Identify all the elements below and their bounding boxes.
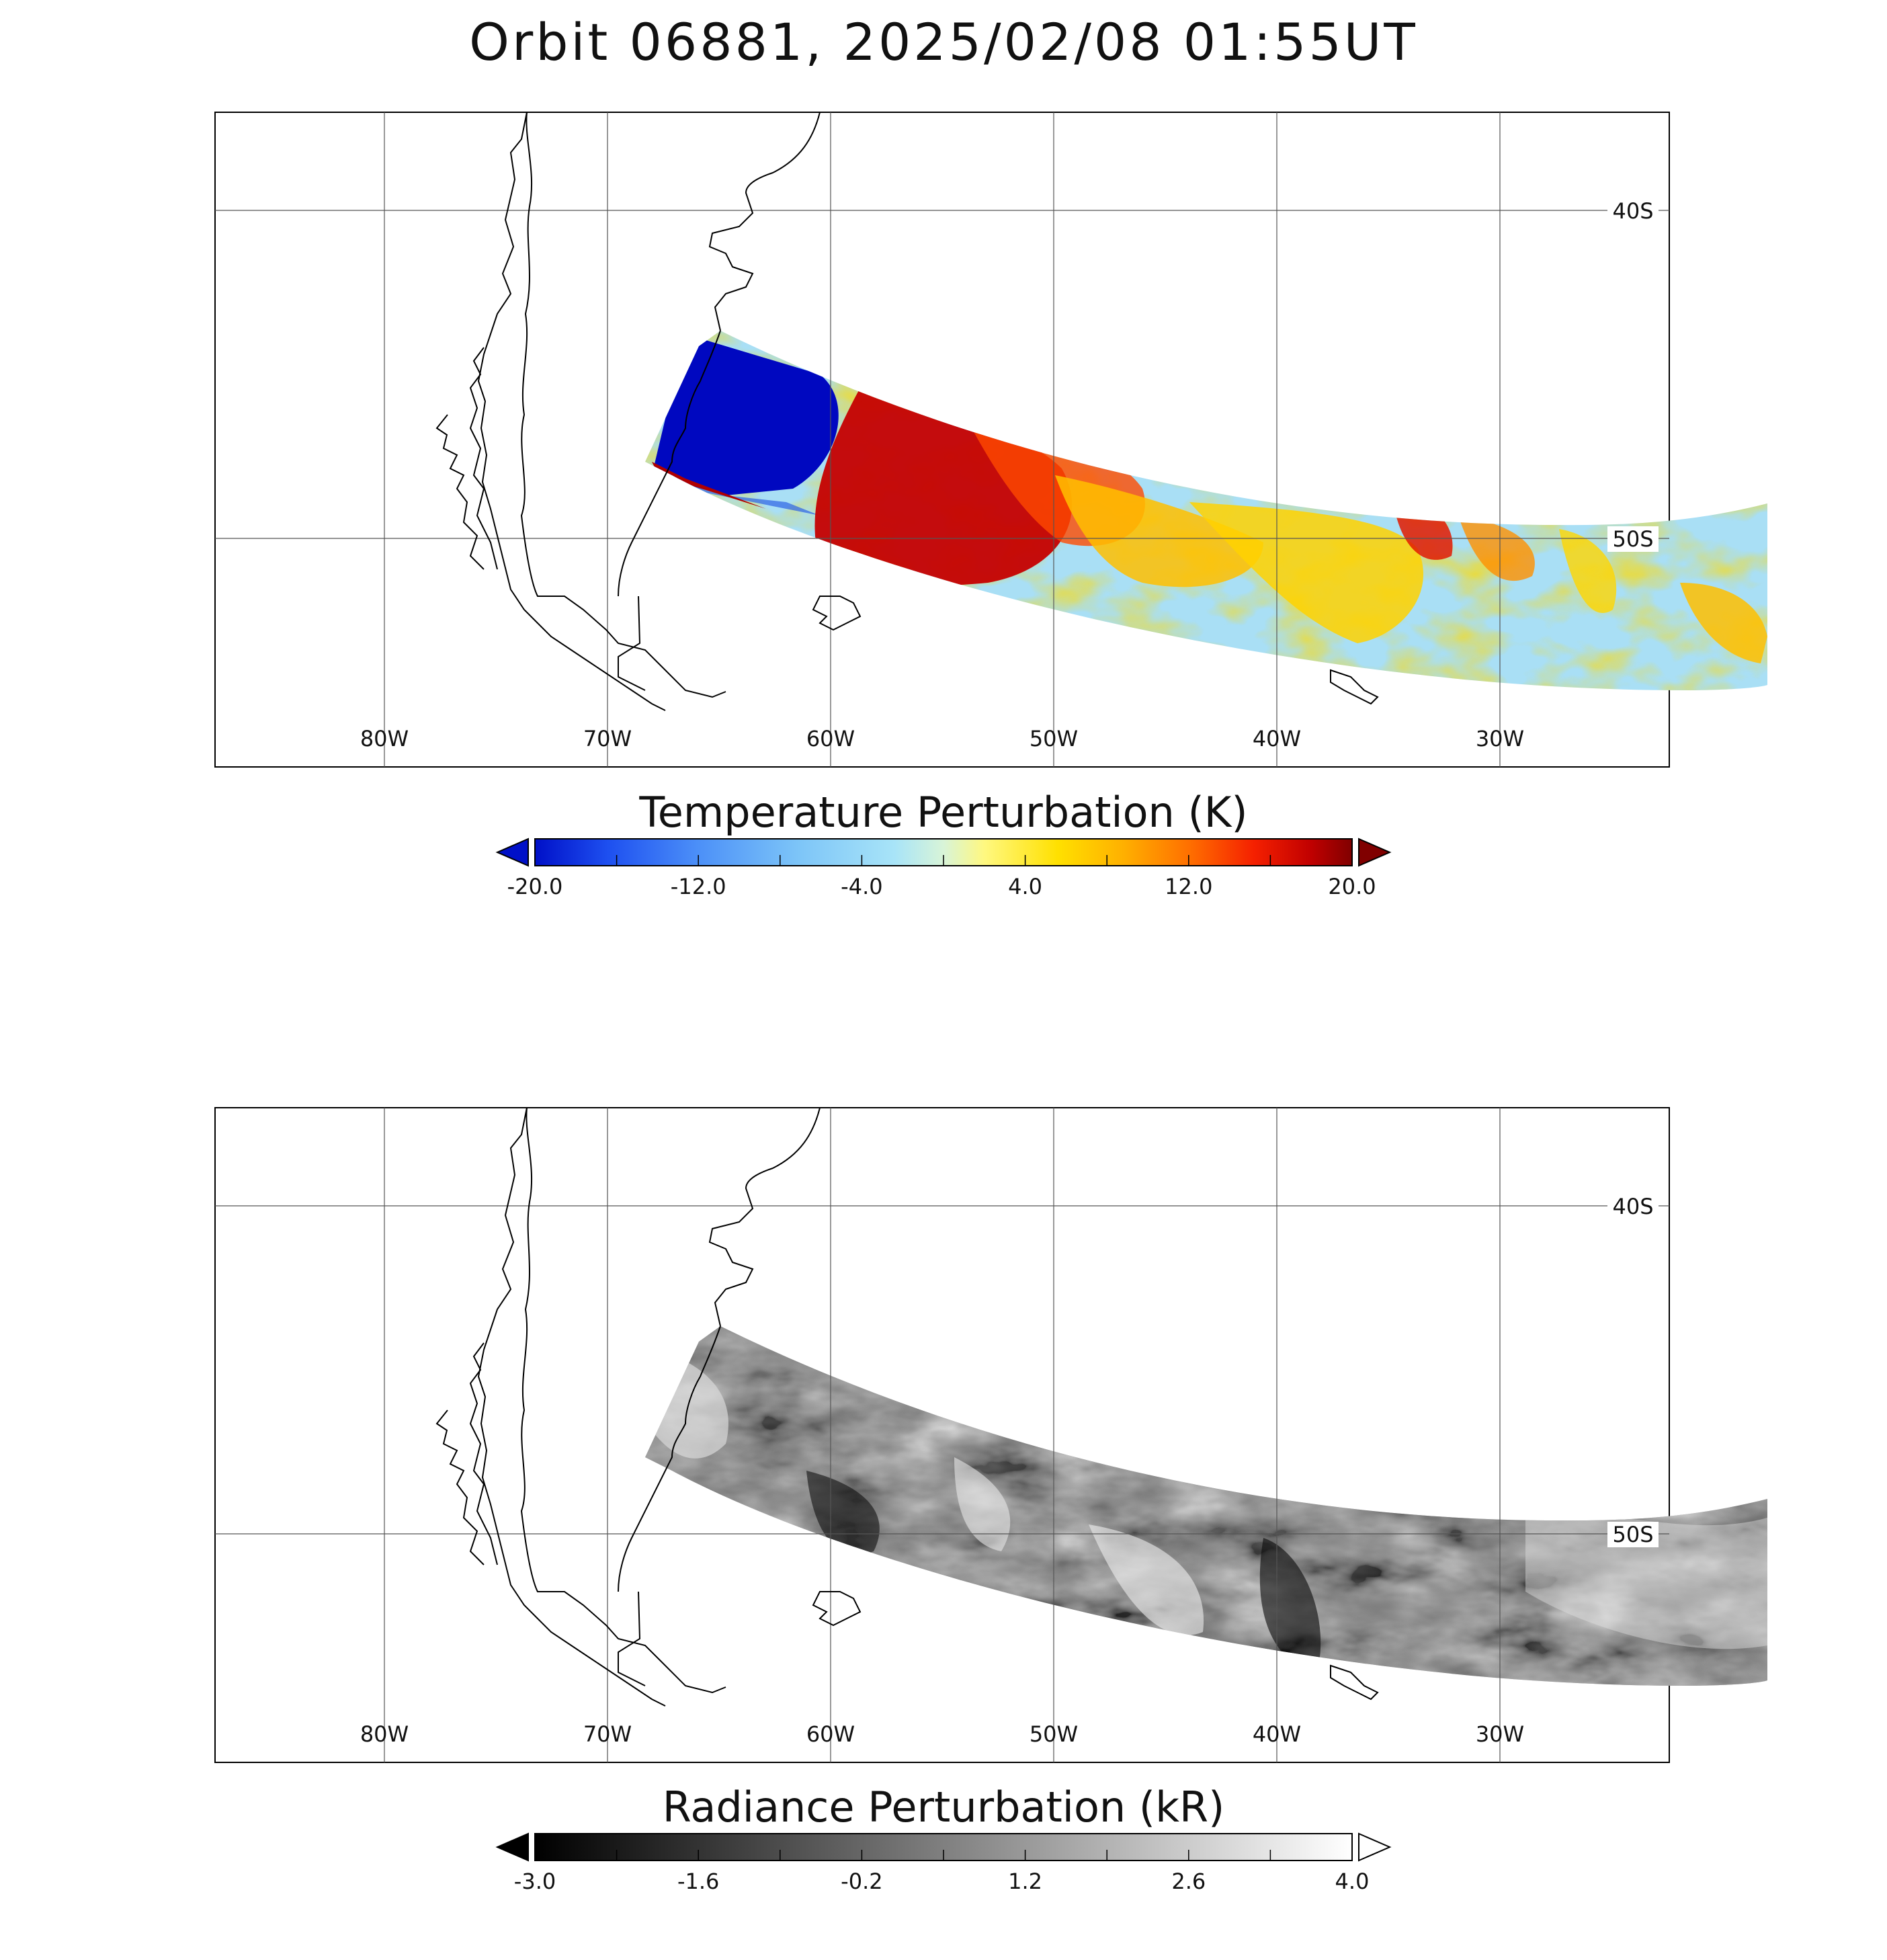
lat-label: 50S (1612, 526, 1653, 552)
lon-label: 40W (1253, 1721, 1301, 1747)
colorbar-tick-label: -12.0 (671, 874, 726, 899)
coastline (435, 1107, 1379, 1707)
lon-label: 80W (360, 726, 409, 751)
colorbar-tick-label: -20.0 (507, 874, 563, 899)
temperature-map-panel: 80W 70W 60W 50W 40W 30W 40S 50S (214, 112, 1767, 768)
colorbar-title: Temperature Perturbation (K) (638, 788, 1247, 837)
radiance-map-panel: 80W 70W 60W 50W 40W 30W 40S 50S (214, 1107, 1767, 1763)
lon-label: 60W (806, 1721, 855, 1747)
colorbar-tick-label: 2.6 (1171, 1869, 1206, 1894)
lat-label: 40S (1612, 1194, 1653, 1219)
lon-labels: 80W 70W 60W 50W 40W 30W (360, 726, 1524, 751)
lon-labels: 80W 70W 60W 50W 40W 30W (360, 1721, 1524, 1747)
colorbar-tick-label: 20.0 (1328, 874, 1376, 899)
colorbar-tick-label: -4.0 (841, 874, 882, 899)
colorbar-tick-label: -3.0 (514, 1869, 556, 1894)
graticule (215, 1108, 1669, 1762)
colorbar-tick-label: -0.2 (841, 1869, 882, 1894)
lat-label: 40S (1612, 198, 1653, 224)
colorbar-under-arrow (495, 838, 529, 867)
figure-title: Orbit 06881, 2025/02/08 01:55UT (469, 12, 1418, 72)
coastline (435, 112, 1379, 711)
colorbar-under-arrow (495, 1832, 529, 1862)
colorbar-title: Radiance Perturbation (kR) (663, 1783, 1225, 1832)
lon-label: 50W (1030, 1721, 1078, 1747)
radiance-colorbar: Radiance Perturbation (kR) -3.0 -1.6 -0.… (495, 1783, 1392, 1894)
colorbar-tick-label: 4.0 (1008, 874, 1042, 899)
temperature-colorbar: Temperature Perturbation (K) -20.0 -12.0… (495, 788, 1392, 899)
lon-label: 30W (1476, 726, 1524, 751)
colorbar-tick-label: 12.0 (1165, 874, 1212, 899)
graticule (215, 112, 1669, 767)
lon-label: 40W (1253, 726, 1301, 751)
lon-label: 50W (1030, 726, 1078, 751)
lon-label: 80W (360, 1721, 409, 1747)
colorbar-tick-label: 4.0 (1335, 1869, 1370, 1894)
colorbar-over-arrow (1358, 1832, 1392, 1862)
colorbar-tick-label: 1.2 (1008, 1869, 1042, 1894)
lat-label: 50S (1612, 1522, 1653, 1547)
lat-labels: 40S 50S (1607, 1194, 1659, 1547)
lon-label: 70W (583, 1721, 632, 1747)
lat-labels: 40S 50S (1607, 198, 1659, 552)
colorbar-over-arrow (1358, 838, 1392, 867)
lon-label: 60W (806, 726, 855, 751)
colorbar-tick-label: -1.6 (677, 1869, 719, 1894)
lon-label: 30W (1476, 1721, 1524, 1747)
lon-label: 70W (583, 726, 632, 751)
